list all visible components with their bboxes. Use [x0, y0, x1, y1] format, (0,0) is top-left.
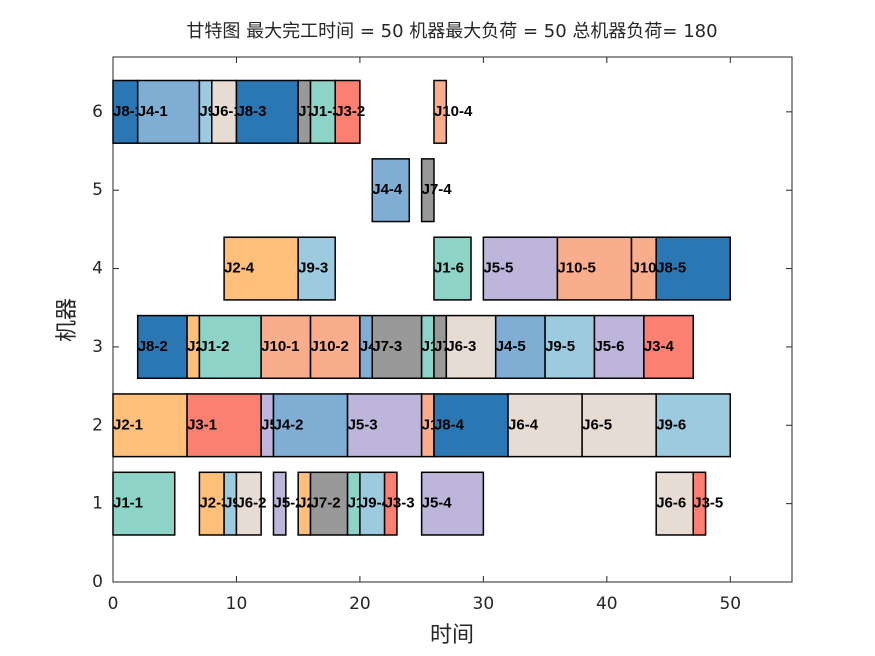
task-label: J6-5: [582, 416, 612, 433]
task-label: J8-3: [236, 103, 266, 120]
task-label: J10-1: [261, 338, 299, 355]
x-tick-label: 50: [719, 594, 741, 614]
task-bar: [433, 79, 448, 144]
task-bar: [433, 393, 509, 458]
task-bar: [630, 236, 657, 301]
task-label: J4-4: [372, 181, 403, 198]
task-bar: [420, 471, 485, 536]
y-axis-label: 机器: [55, 298, 80, 342]
task-label: J10-5: [557, 260, 595, 277]
task-bar: [309, 79, 336, 144]
task-label: J3-3: [385, 495, 415, 512]
task-label: J4-5: [496, 338, 526, 355]
task-label: J5-5: [483, 260, 513, 277]
task-bar: [420, 158, 435, 223]
task-bar: [655, 471, 694, 536]
task-bar: [692, 471, 707, 536]
task-bar: [494, 314, 546, 380]
task-bar: [655, 236, 732, 301]
task-label: J5-3: [348, 416, 378, 433]
task-bar: [334, 79, 361, 144]
task-bar: [359, 471, 386, 536]
task-label: J4-1: [138, 103, 168, 120]
x-tick-label: 30: [473, 594, 495, 614]
task-bar: [383, 471, 398, 536]
task-label: J10-4: [434, 103, 473, 120]
x-tick-label: 20: [349, 594, 371, 614]
task-label: J1-2: [199, 338, 229, 355]
y-tick-label: 5: [92, 180, 103, 200]
task-label: J5-2: [273, 495, 303, 512]
task-label: J6-4: [508, 416, 539, 433]
task-label: J6-2: [236, 495, 266, 512]
task-label: J3-5: [693, 495, 723, 512]
task-label: J5-4: [422, 495, 453, 512]
y-tick-label: 2: [92, 415, 103, 435]
task-bar: [136, 79, 201, 144]
task-label: J8-1: [113, 103, 143, 120]
task-bar: [112, 393, 188, 458]
task-bar: [198, 314, 262, 380]
task-label: J3-4: [644, 338, 675, 355]
task-bar: [272, 393, 349, 458]
chart-title: 甘特图 最大完工时间 = 50 机器最大负荷 = 50 总机器负荷= 180: [186, 21, 717, 42]
y-tick-label: 0: [92, 572, 103, 592]
task-label: J3-2: [335, 103, 365, 120]
x-tick-label: 10: [226, 594, 248, 614]
y-tick-label: 1: [92, 494, 103, 514]
task-bar: [433, 236, 472, 301]
task-label: J6-3: [446, 338, 476, 355]
task-bar: [309, 471, 349, 536]
task-label: J9-4: [360, 495, 391, 512]
x-tick-label: 0: [108, 594, 119, 614]
task-label: J4-2: [273, 416, 303, 433]
task-label: J3-1: [187, 416, 217, 433]
task-label: J7-4: [422, 181, 453, 198]
task-bar: [297, 236, 336, 301]
task-bar: [371, 158, 411, 223]
task-bar: [643, 314, 694, 380]
task-label: J1-1: [113, 495, 143, 512]
task-label: J10-2: [311, 338, 349, 355]
task-bar: [211, 79, 238, 144]
task-label: J1-6: [434, 260, 464, 277]
task-bar: [112, 471, 176, 536]
task-bar: [507, 393, 583, 458]
y-tick-label: 4: [92, 259, 103, 279]
task-label: J6-6: [656, 495, 686, 512]
task-bar: [309, 314, 361, 380]
task-label: J9-3: [298, 260, 328, 277]
task-bar: [260, 314, 312, 380]
task-label: J7-3: [372, 338, 402, 355]
x-axis-label: 时间: [430, 623, 474, 648]
task-bar: [272, 471, 287, 536]
task-label: J6-1: [212, 103, 242, 120]
task-bar: [235, 471, 262, 536]
task-bar: [556, 236, 633, 301]
task-label: J1-3: [311, 103, 341, 120]
x-tick-label: 40: [596, 594, 618, 614]
task-label: J9-5: [545, 338, 575, 355]
task-bar: [112, 79, 139, 144]
y-tick-label: 3: [92, 337, 103, 357]
task-label: J8-4: [434, 416, 465, 433]
task-label: J5-6: [594, 338, 624, 355]
task-label: J8-5: [656, 260, 686, 277]
task-label: J9-6: [656, 416, 686, 433]
task-bar: [655, 393, 732, 458]
y-tick-label: 6: [92, 102, 103, 122]
task-label: J2-3: [199, 495, 229, 512]
task-label: J2-4: [224, 260, 255, 277]
task-label: J2-1: [113, 416, 143, 433]
task-label: J7-2: [311, 495, 341, 512]
task-bar: [346, 393, 423, 458]
task-bar: [235, 79, 299, 144]
task-label: J8-2: [138, 338, 168, 355]
task-bar: [198, 471, 225, 536]
